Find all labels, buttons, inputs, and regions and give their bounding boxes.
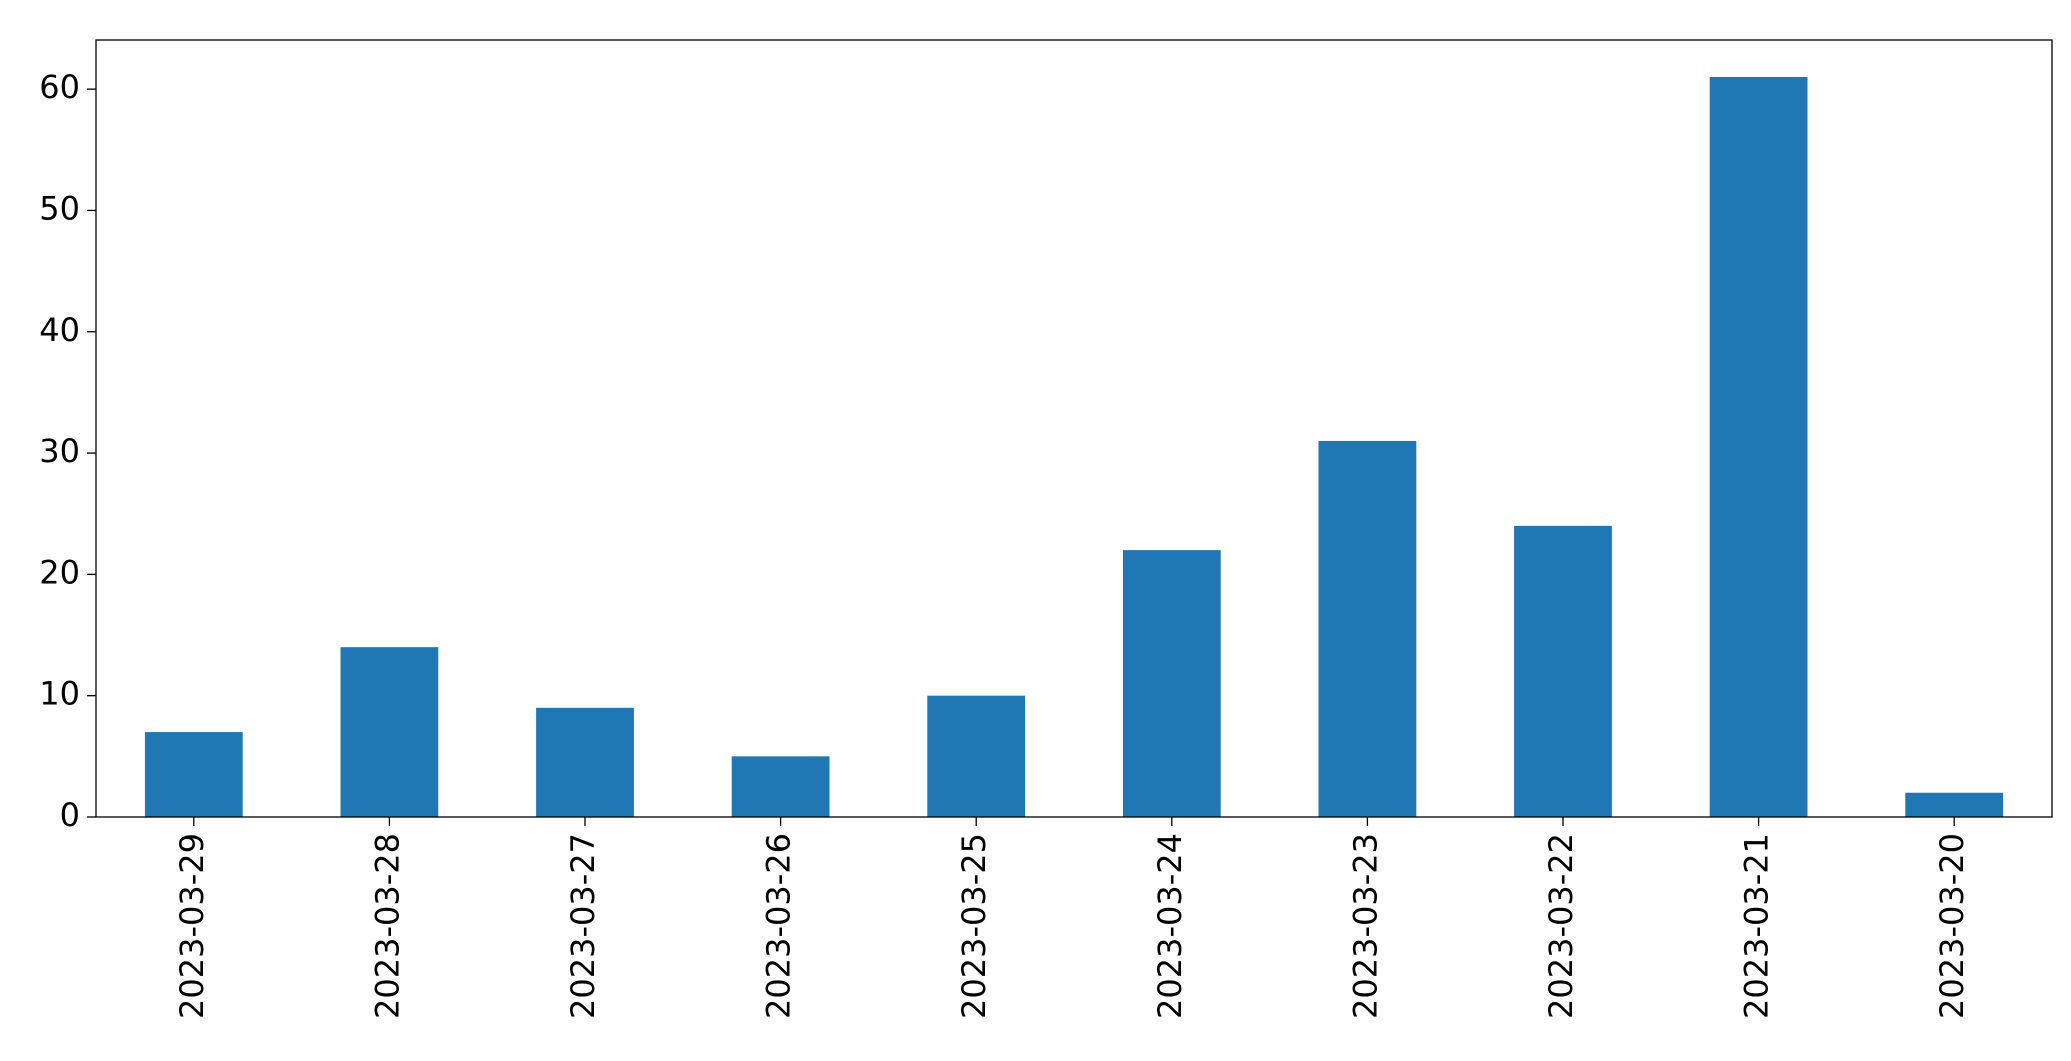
bar	[536, 707, 634, 817]
x-tick-label: 2023-03-24	[1151, 833, 1189, 1019]
x-tick-label: 2023-03-26	[760, 833, 798, 1019]
bar	[340, 647, 439, 817]
y-tick-label: 30	[39, 432, 80, 470]
x-tick-label: 2023-03-21	[1738, 833, 1776, 1019]
bar	[1514, 525, 1612, 817]
x-tick-label: 2023-03-20	[1933, 833, 1971, 1019]
x-tick-label: 2023-03-28	[368, 833, 406, 1019]
x-tick-label: 2023-03-25	[955, 833, 993, 1019]
bar	[731, 756, 830, 817]
bar	[144, 732, 243, 817]
x-tick-label: 2023-03-22	[1542, 833, 1580, 1019]
bar	[1905, 792, 2004, 817]
y-tick-label: 20	[39, 553, 80, 591]
bar	[1122, 550, 1221, 817]
y-tick-label: 40	[39, 311, 80, 349]
bar	[927, 695, 1026, 817]
y-tick-label: 0	[60, 796, 80, 834]
x-tick-label: 2023-03-27	[564, 833, 602, 1019]
bar	[1709, 77, 1808, 817]
axes-frame	[95, 39, 2053, 818]
x-tick-label: 2023-03-23	[1346, 833, 1384, 1019]
x-tick-label: 2023-03-29	[173, 833, 211, 1019]
y-tick-label: 60	[39, 68, 80, 106]
y-tick-label: 50	[39, 189, 80, 227]
bar	[1318, 440, 1417, 817]
y-tick-label: 10	[39, 675, 80, 713]
